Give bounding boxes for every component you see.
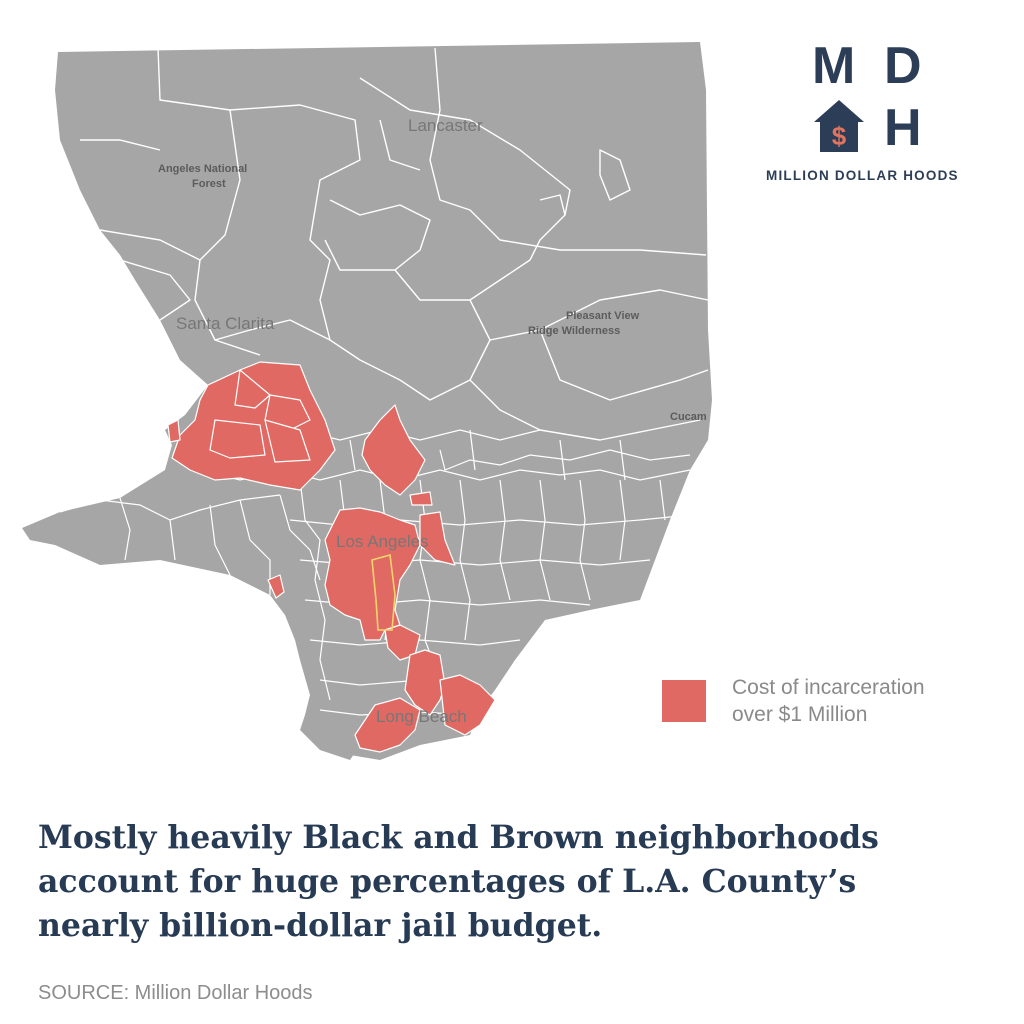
palos-verdes-land: [300, 715, 360, 760]
label-cucamonga: Cucam: [670, 411, 707, 423]
headline-line-3: nearly billion-dollar jail budget.: [38, 907, 603, 944]
label-lancaster: Lancaster: [408, 116, 483, 135]
label-pleasant-view-1: Pleasant View: [566, 310, 640, 322]
source-note: SOURCE: Million Dollar Hoods: [38, 982, 313, 1004]
county-land: [22, 42, 712, 760]
logo-wordmark: MILLION DOLLAR HOODS: [766, 168, 959, 183]
label-long-beach: Long Beach: [376, 707, 467, 726]
legend-label: Cost of incarceration over $1 Million: [732, 674, 992, 728]
mdh-logo: M D $ H MILLION DOLLAR HOODS: [760, 40, 1000, 200]
headline-line-1: Mostly heavily Black and Brown neighborh…: [38, 819, 879, 856]
house-dollar-icon: $: [814, 100, 864, 152]
label-angeles-forest-1: Angeles National: [158, 163, 247, 175]
la-county-map: Lancaster Angeles National Forest Santa …: [22, 42, 712, 760]
headline: Mostly heavily Black and Brown neighborh…: [38, 816, 998, 948]
logo-letter-m: M: [812, 37, 856, 95]
legend-swatch: [662, 680, 706, 722]
highlighted-neighborhoods: [167, 361, 496, 753]
label-los-angeles: Los Angeles: [336, 532, 429, 551]
logo-letter-d: D: [884, 37, 922, 95]
district-boundaries: [80, 47, 709, 441]
logo-letter-h: H: [884, 99, 922, 157]
logo-dollar-sign: $: [832, 121, 847, 151]
label-angeles-forest-2: Forest: [192, 178, 226, 190]
label-pleasant-view-2: Ridge Wilderness: [528, 325, 620, 337]
legend-line-1: Cost of incarceration: [732, 676, 925, 699]
label-santa-clarita: Santa Clarita: [176, 314, 275, 333]
headline-line-2: account for huge percentages of L.A. Cou…: [38, 863, 857, 900]
outlined-district: [371, 553, 396, 631]
legend-line-2: over $1 Million: [732, 703, 868, 726]
